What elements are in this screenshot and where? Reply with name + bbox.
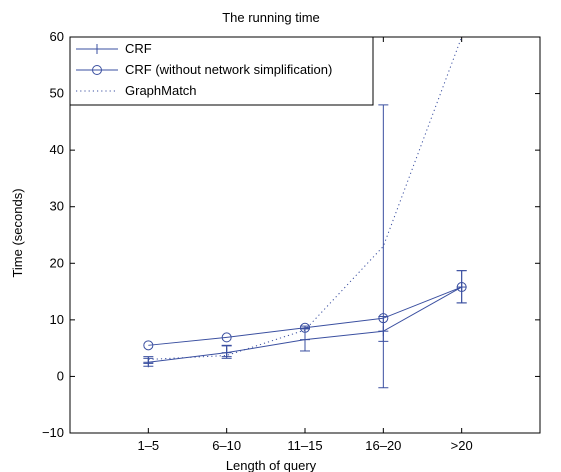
y-tick-label: 30	[50, 199, 64, 214]
legend-marker	[92, 65, 102, 75]
series-0	[143, 104, 467, 389]
y-tick-label: 0	[57, 368, 64, 383]
x-tick-label: 6–10	[212, 438, 241, 453]
legend-item: GraphMatch	[76, 83, 197, 98]
series-1	[143, 270, 467, 364]
x-tick-label: 1–5	[137, 438, 159, 453]
series-group	[143, 37, 467, 389]
x-axis-title: Length of query	[226, 458, 317, 472]
y-tick-label: 50	[50, 86, 64, 101]
data-point	[456, 282, 467, 293]
data-point	[221, 332, 232, 343]
y-axis-title: Time (seconds)	[10, 188, 25, 277]
series-line	[148, 286, 462, 346]
legend-label: CRF (without network simplification)	[125, 62, 332, 77]
x-tick-label: 16–20	[365, 438, 401, 453]
y-tick-label: 60	[50, 29, 64, 44]
data-point	[300, 322, 310, 333]
legend-box	[69, 36, 374, 106]
legend-label: GraphMatch	[125, 83, 197, 98]
y-tick-label: 40	[50, 142, 64, 157]
x-tick-label: >20	[451, 438, 473, 453]
series-2	[148, 37, 463, 360]
y-tick-label: 10	[50, 312, 64, 327]
series-line	[148, 37, 463, 360]
x-tick-label: 11–15	[287, 438, 322, 453]
y-tick-label: −10	[42, 425, 64, 440]
data-point	[378, 313, 389, 324]
y-tick-label: 20	[50, 255, 64, 270]
chart-title: The running time	[222, 10, 320, 25]
data-point	[143, 340, 154, 351]
legend-label: CRF	[125, 41, 152, 56]
legend-item: CRF (without network simplification)	[76, 62, 332, 77]
legend-item: CRF	[76, 41, 152, 56]
